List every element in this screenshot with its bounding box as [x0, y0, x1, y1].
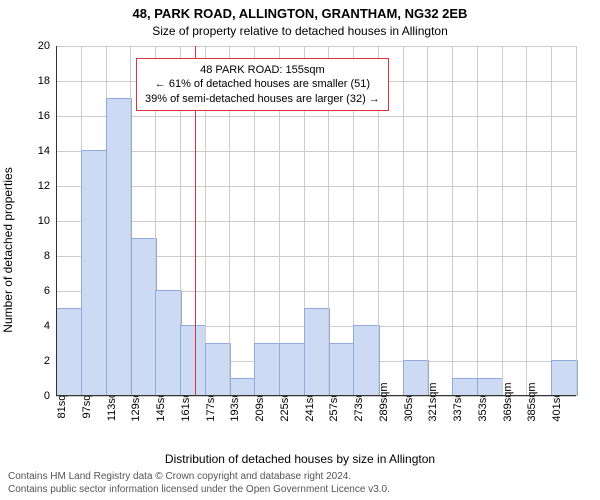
gridline-v — [551, 46, 552, 396]
histogram-bar — [477, 378, 503, 397]
callout-line-1: 48 PARK ROAD: 155sqm — [145, 63, 380, 77]
histogram-bar — [329, 343, 355, 397]
histogram-plot: 0246810121416182081sqm97sqm113sqm129sqm1… — [56, 46, 576, 396]
axes-area: 0246810121416182081sqm97sqm113sqm129sqm1… — [56, 46, 576, 396]
title-line-1: 48, PARK ROAD, ALLINGTON, GRANTHAM, NG32… — [0, 6, 600, 21]
footer-attribution: Contains HM Land Registry data © Crown c… — [8, 471, 592, 496]
ytick-label: 14 — [38, 145, 50, 157]
gridline-v — [477, 46, 478, 396]
ytick-label: 10 — [38, 215, 50, 227]
histogram-bar — [279, 343, 305, 397]
gridline-v — [403, 46, 404, 396]
x-axis-line — [56, 395, 576, 396]
histogram-bar — [304, 308, 330, 397]
gridline-h — [56, 151, 576, 152]
gridline-v — [427, 46, 428, 396]
ytick-label: 16 — [38, 110, 50, 122]
footer-line-1: Contains HM Land Registry data © Crown c… — [8, 471, 592, 484]
xtick-label: 369sqm — [502, 382, 514, 421]
gridline-h — [56, 186, 576, 187]
histogram-bar — [452, 378, 478, 397]
xtick-label: 289sqm — [378, 382, 390, 421]
ytick-label: 0 — [44, 390, 50, 402]
histogram-bar — [353, 325, 379, 396]
histogram-bar — [254, 343, 280, 397]
xtick-label: 385sqm — [526, 382, 538, 421]
ytick-label: 20 — [38, 40, 50, 52]
callout-line-3: 39% of semi-detached houses are larger (… — [145, 92, 380, 106]
histogram-bar — [180, 325, 206, 396]
gridline-v — [502, 46, 503, 396]
histogram-bar — [403, 360, 429, 396]
footer-line-2: Contains public sector information licen… — [8, 484, 592, 497]
callout-box: 48 PARK ROAD: 155sqm← 61% of detached ho… — [136, 58, 389, 111]
histogram-bar — [155, 290, 181, 396]
gridline-v — [526, 46, 527, 396]
gridline-v — [452, 46, 453, 396]
ytick-label: 2 — [44, 355, 50, 367]
y-axis-line — [56, 46, 57, 396]
xtick-label: 321sqm — [427, 382, 439, 421]
gridline-h — [56, 46, 576, 47]
gridline-h — [56, 116, 576, 117]
gridline-v — [576, 46, 577, 396]
ytick-label: 6 — [44, 285, 50, 297]
callout-line-2: ← 61% of detached houses are smaller (51… — [145, 77, 380, 91]
chart-container: 48, PARK ROAD, ALLINGTON, GRANTHAM, NG32… — [0, 0, 600, 500]
histogram-bar — [205, 343, 231, 397]
x-axis-label: Distribution of detached houses by size … — [0, 452, 600, 466]
histogram-bar — [551, 360, 577, 396]
ytick-label: 8 — [44, 250, 50, 262]
histogram-bar — [106, 98, 132, 397]
ytick-label: 12 — [38, 180, 50, 192]
histogram-bar — [81, 150, 107, 396]
y-axis-label: Number of detached properties — [1, 167, 15, 332]
title-line-2: Size of property relative to detached ho… — [0, 24, 600, 38]
ytick-label: 18 — [38, 75, 50, 87]
gridline-h — [56, 221, 576, 222]
ytick-label: 4 — [44, 320, 50, 332]
histogram-bar — [230, 378, 256, 397]
histogram-bar — [56, 308, 82, 397]
histogram-bar — [131, 238, 157, 397]
